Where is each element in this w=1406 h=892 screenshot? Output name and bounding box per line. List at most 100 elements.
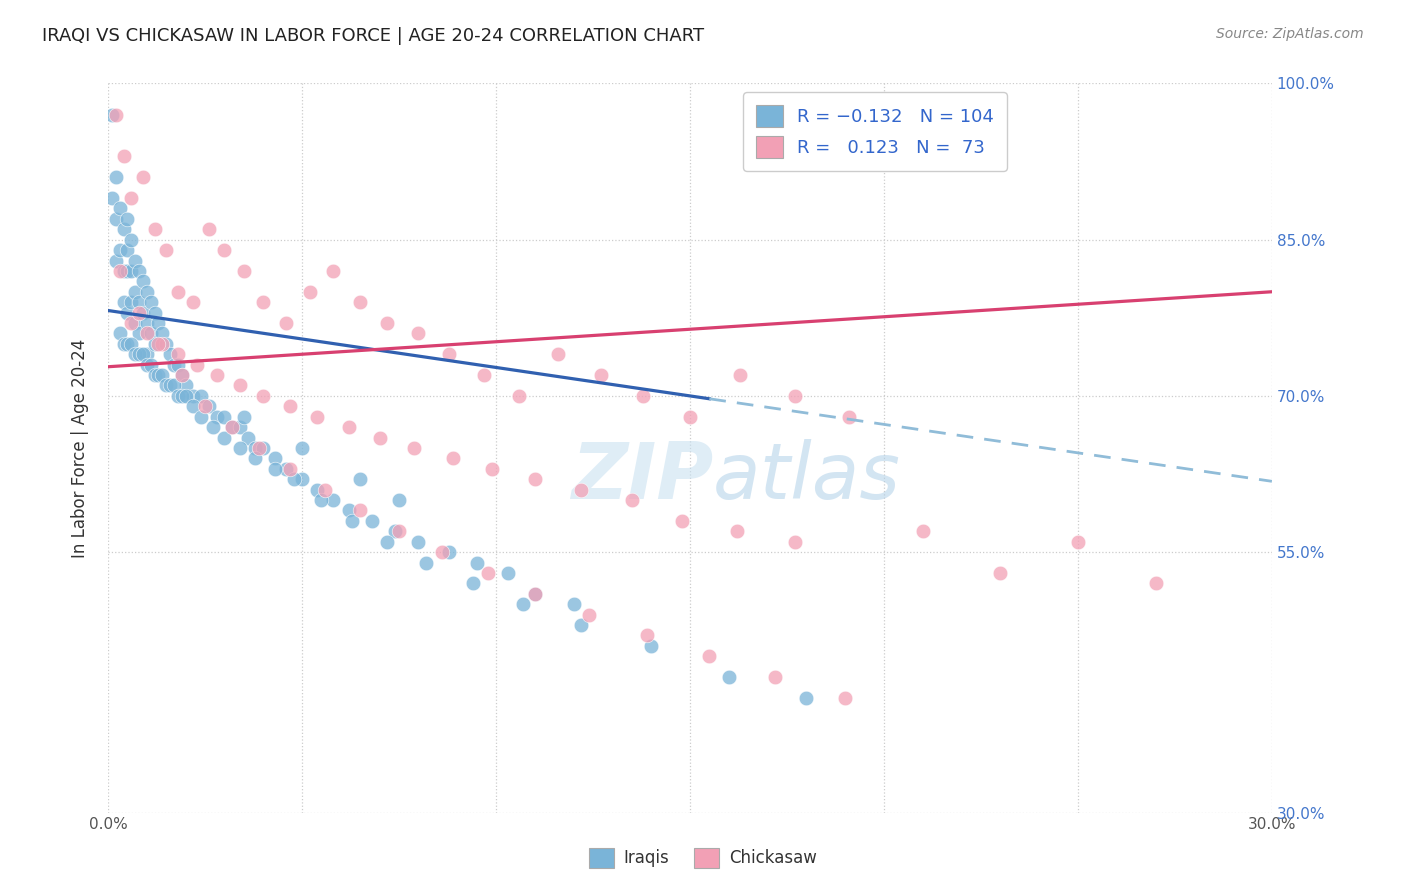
Point <box>578 607 600 622</box>
Legend: R = −0.132   N = 104, R =   0.123   N =  73: R = −0.132 N = 104, R = 0.123 N = 73 <box>744 93 1007 171</box>
Point <box>190 389 212 403</box>
Point <box>124 253 146 268</box>
Point <box>342 514 364 528</box>
Point <box>198 400 221 414</box>
Point <box>523 587 546 601</box>
Point <box>229 420 252 434</box>
Point <box>276 316 298 330</box>
Point <box>108 264 131 278</box>
Point <box>120 233 142 247</box>
Point <box>322 264 344 278</box>
Point <box>214 431 236 445</box>
Point <box>128 305 150 319</box>
Point <box>291 472 314 486</box>
Point <box>430 545 453 559</box>
Point <box>229 441 252 455</box>
Text: IRAQI VS CHICKASAW IN LABOR FORCE | AGE 20-24 CORRELATION CHART: IRAQI VS CHICKASAW IN LABOR FORCE | AGE … <box>42 27 704 45</box>
Legend: Iraqis, Chickasaw: Iraqis, Chickasaw <box>582 841 824 875</box>
Point <box>205 409 228 424</box>
Point <box>245 441 267 455</box>
Point <box>148 368 170 382</box>
Point <box>276 462 298 476</box>
Point <box>278 400 301 414</box>
Point <box>143 336 166 351</box>
Point <box>132 347 155 361</box>
Point <box>439 347 461 361</box>
Point <box>375 534 398 549</box>
Point <box>512 597 534 611</box>
Point <box>404 441 426 455</box>
Point <box>135 326 157 341</box>
Point <box>620 493 643 508</box>
Point <box>388 493 411 508</box>
Point <box>112 222 135 236</box>
Point <box>183 400 205 414</box>
Point <box>194 400 217 414</box>
Point <box>569 483 592 497</box>
Point <box>170 389 193 403</box>
Point <box>159 347 181 361</box>
Point <box>783 389 806 403</box>
Point <box>283 472 305 486</box>
Point <box>496 566 519 580</box>
Point <box>988 566 1011 580</box>
Point <box>461 576 484 591</box>
Point <box>132 274 155 288</box>
Point <box>132 170 155 185</box>
Point <box>108 202 131 216</box>
Point <box>1067 534 1090 549</box>
Point <box>1144 576 1167 591</box>
Point <box>349 472 371 486</box>
Point <box>135 358 157 372</box>
Point <box>278 462 301 476</box>
Point <box>117 264 139 278</box>
Point <box>252 295 274 310</box>
Point <box>252 389 274 403</box>
Text: atlas: atlas <box>713 439 901 516</box>
Point <box>135 285 157 299</box>
Point <box>174 378 197 392</box>
Point <box>349 295 371 310</box>
Point <box>120 191 142 205</box>
Point <box>640 639 662 653</box>
Point <box>523 472 546 486</box>
Point <box>143 222 166 236</box>
Point <box>245 451 267 466</box>
Point <box>124 347 146 361</box>
Point <box>699 649 721 664</box>
Point <box>108 326 131 341</box>
Point <box>139 358 162 372</box>
Point <box>384 524 406 539</box>
Point <box>311 493 333 508</box>
Point <box>298 285 321 299</box>
Point <box>834 690 856 705</box>
Point <box>838 409 860 424</box>
Point <box>112 149 135 163</box>
Point <box>112 264 135 278</box>
Point <box>730 368 752 382</box>
Point <box>148 316 170 330</box>
Point <box>117 305 139 319</box>
Point <box>368 431 391 445</box>
Point <box>201 420 224 434</box>
Point <box>128 326 150 341</box>
Point <box>349 503 371 517</box>
Point <box>150 326 173 341</box>
Point <box>441 451 464 466</box>
Point <box>150 336 173 351</box>
Point <box>170 368 193 382</box>
Y-axis label: In Labor Force | Age 20-24: In Labor Force | Age 20-24 <box>72 338 89 558</box>
Point <box>166 347 188 361</box>
Point <box>143 305 166 319</box>
Point <box>186 358 208 372</box>
Point <box>236 431 259 445</box>
Point <box>120 264 142 278</box>
Point <box>128 264 150 278</box>
Point <box>307 409 329 424</box>
Point <box>104 108 127 122</box>
Point <box>124 285 146 299</box>
Point <box>415 556 437 570</box>
Point <box>725 524 748 539</box>
Point <box>166 389 188 403</box>
Text: ZIP: ZIP <box>571 439 713 516</box>
